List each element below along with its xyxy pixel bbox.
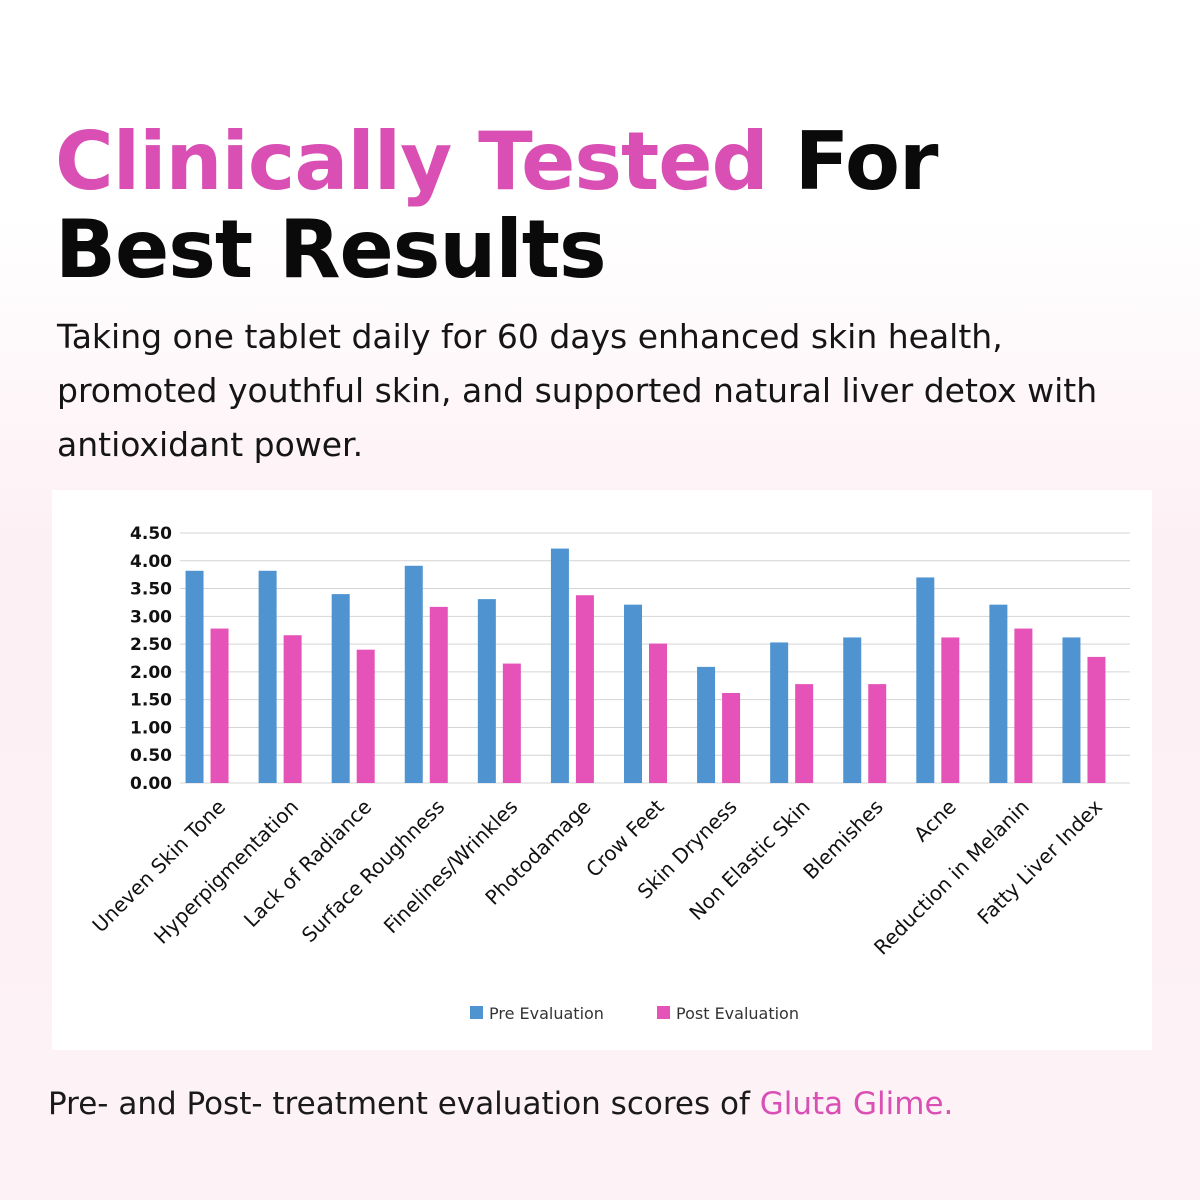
bar-pre (550, 548, 569, 783)
y-tick-label: 0.50 (130, 746, 172, 766)
x-tick-label: Finelines/Wrinkles (379, 795, 523, 939)
title-highlight: Clinically Tested (55, 115, 769, 208)
legend-swatch-post (657, 1006, 670, 1019)
caption: Pre- and Post- treatment evaluation scor… (48, 1086, 953, 1122)
y-tick-label: 1.50 (130, 691, 172, 711)
caption-text: Pre- and Post- treatment evaluation scor… (48, 1086, 760, 1122)
bar-pre (989, 604, 1008, 783)
bar-post (1087, 656, 1106, 783)
y-tick-label: 2.00 (130, 663, 172, 683)
y-tick-label: 4.00 (130, 552, 172, 572)
y-tick-label: 4.50 (130, 524, 172, 544)
bar-post (795, 684, 814, 783)
legend-label: Pre Evaluation (489, 1004, 604, 1023)
bar-pre (258, 570, 277, 783)
x-tick-label: Lack of Radiance (239, 795, 376, 932)
title-rest: For (794, 115, 939, 208)
bar-chart: 0.00 0.50 1.00 1.50 2.00 2.50 3.00 3.50 4.00 4.50… (87, 524, 1130, 1023)
caption-brand: Gluta Glime. (759, 1086, 954, 1122)
bar-pre (477, 599, 496, 783)
bar-pre (843, 637, 862, 783)
y-tick-label: 0.00 (130, 774, 172, 794)
bar-pre (185, 570, 204, 783)
page-title: Clinically Tested For Best Results (55, 115, 939, 296)
bar-post (1014, 628, 1033, 783)
bar-post (649, 643, 667, 783)
y-tick-label: 1.00 (130, 718, 172, 738)
bar-post (941, 637, 960, 783)
chart-panel: 0.00 0.50 1.00 1.50 2.00 2.50 3.00 3.50 4.00 4.50… (52, 490, 1152, 1050)
bar-pre (404, 565, 423, 783)
y-tick-label: 2.50 (130, 635, 172, 655)
bar-pre (331, 594, 350, 783)
subtitle: Taking one tablet daily for 60 days enha… (57, 317, 1098, 464)
x-tick-label: Acne (909, 795, 961, 847)
x-tick-label: Hyperpigmentation (149, 795, 303, 949)
bar-pre (770, 642, 789, 783)
y-tick-label: 3.00 (130, 607, 172, 627)
bar-pre (624, 604, 642, 783)
bar-post (429, 606, 448, 783)
legend-swatch-pre (470, 1006, 483, 1019)
x-tick-label: Fatty Liver Index (972, 794, 1107, 929)
bar-pre (697, 666, 716, 783)
bar-post (868, 684, 887, 783)
bar-post (722, 693, 741, 783)
x-tick-label: Blemishes (798, 795, 887, 884)
bar-post (356, 649, 375, 783)
y-tick-label: 3.50 (130, 580, 172, 600)
bar-post (283, 635, 302, 783)
bar-pre (1062, 637, 1081, 783)
x-tick-label: Surface Roughness (297, 795, 449, 947)
bar-post (575, 595, 594, 783)
bar-post (502, 663, 521, 783)
x-tick-label: Uneven Skin Tone (87, 795, 230, 938)
bar-pre (916, 577, 935, 783)
title-line2: Best Results (55, 203, 607, 296)
bar-post (210, 628, 229, 783)
legend-label: Post Evaluation (676, 1004, 799, 1023)
